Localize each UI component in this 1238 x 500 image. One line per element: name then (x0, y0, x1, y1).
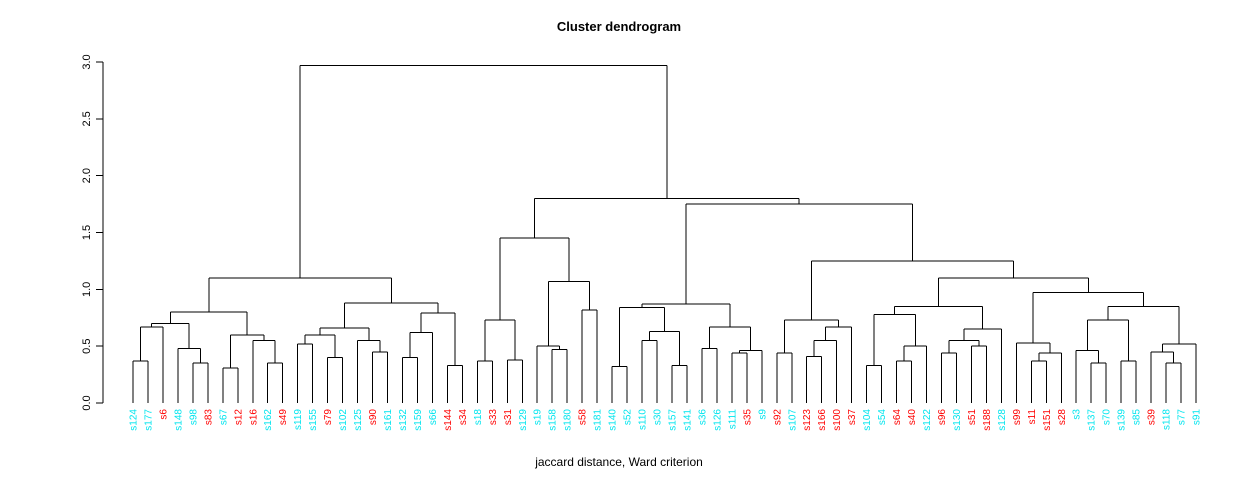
leaf-label: s111 (727, 409, 738, 430)
leaf-label: s123 (802, 409, 813, 431)
leaf-label: s151 (1042, 409, 1053, 431)
leaf-label: s100 (832, 409, 843, 431)
leaf-label: s36 (697, 409, 708, 426)
leaf-label: s137 (1087, 409, 1098, 431)
leaf-label: s181 (593, 409, 604, 431)
y-tick-label: 0.5 (81, 339, 93, 354)
leaf-label: s12 (233, 409, 244, 426)
y-tick-label: 2.0 (81, 168, 93, 183)
leaf-label: s66 (428, 409, 439, 426)
leaf-label: s124 (129, 409, 140, 431)
leaf-label: s177 (143, 409, 154, 431)
leaf-label: s52 (623, 409, 634, 426)
y-tick-label: 2.5 (81, 111, 93, 126)
leaf-label: s3 (1072, 409, 1083, 420)
leaf-label: s139 (1117, 409, 1128, 431)
y-tick-label: 3.0 (81, 54, 93, 69)
leaf-label: s6 (158, 409, 169, 420)
leaf-label: s180 (563, 409, 574, 431)
y-axis: 0.0 0.5 1.0 1.5 2.0 2.5 3.0 (81, 54, 104, 411)
leaf-label: s90 (368, 409, 379, 426)
leaf-label: s118 (1162, 409, 1173, 430)
leaf-label: s40 (907, 409, 918, 426)
leaf-label: s166 (817, 409, 828, 431)
leaf-label: s39 (1147, 409, 1158, 426)
leaf-label: s107 (787, 409, 798, 431)
leaf-label: s110 (638, 409, 649, 430)
leaf-label: s132 (398, 409, 409, 431)
leaf-label: s11 (1027, 409, 1038, 425)
leaf-label: s155 (308, 409, 319, 431)
leaf-label: s19 (533, 409, 544, 426)
leaf-label: s188 (982, 409, 993, 431)
leaf-label: s130 (952, 409, 963, 431)
x-axis-label: jaccard distance, Ward criterion (535, 455, 703, 469)
leaf-label: s28 (1057, 409, 1068, 426)
leaf-label: s128 (997, 409, 1008, 431)
leaf-label: s18 (473, 409, 484, 426)
leaf-label: s102 (338, 409, 349, 431)
leaf-label: s35 (742, 409, 753, 426)
leaf-label: s49 (278, 409, 289, 426)
y-tick-label: 1.0 (81, 282, 93, 297)
y-tick-label: 0.0 (81, 395, 93, 410)
leaf-label: s51 (967, 409, 978, 426)
leaf-label: s140 (608, 409, 619, 431)
leaf-label: s129 (518, 409, 529, 431)
leaf-label: s148 (173, 409, 184, 431)
leaf-label: s161 (383, 409, 394, 431)
leaf-label: s157 (667, 409, 678, 431)
leaf-label: s158 (548, 409, 559, 431)
leaf-label: s92 (772, 409, 783, 426)
leaf-label: s96 (937, 409, 948, 426)
leaf-label: s64 (892, 409, 903, 426)
leaf-label: s159 (413, 409, 424, 431)
chart-title: Cluster dendrogram (556, 19, 682, 34)
leaf-label: s58 (578, 409, 589, 426)
leaf-label: s125 (353, 409, 364, 431)
leaf-label: s30 (653, 409, 664, 426)
leaf-label: s37 (847, 409, 858, 426)
dendrogram-lines (132, 64, 1197, 403)
leaf-label: s98 (188, 409, 199, 426)
leaf-label: s91 (1192, 409, 1203, 426)
leaf-label: s31 (503, 409, 514, 426)
leaf-label: s162 (263, 409, 274, 431)
leaf-label: s33 (488, 409, 499, 426)
leaf-label: s99 (1012, 409, 1023, 426)
leaf-label: s144 (443, 409, 454, 431)
leaf-label: s126 (712, 409, 723, 431)
leaf-label: s104 (862, 409, 873, 431)
leaf-label: s77 (1177, 409, 1188, 426)
leaf-label: s16 (248, 409, 259, 426)
leaf-label: s67 (218, 409, 229, 426)
leaf-label: s122 (922, 409, 933, 431)
leaf-label: s141 (682, 409, 693, 431)
leaf-label: s9 (757, 409, 768, 420)
leaf-label: s70 (1102, 409, 1113, 426)
leaf-label: s119 (293, 409, 304, 430)
leaf-label: s34 (458, 409, 469, 426)
leaf-label: s83 (203, 409, 214, 426)
leaf-label: s79 (323, 409, 334, 426)
leaf-label: s54 (877, 409, 888, 426)
y-tick-label: 1.5 (81, 225, 93, 240)
leaf-labels: s124 s177 s6 s148 s98 s83 s67 s12 s16 s162 s49 s119… (129, 409, 1203, 431)
leaf-label: s85 (1132, 409, 1143, 426)
